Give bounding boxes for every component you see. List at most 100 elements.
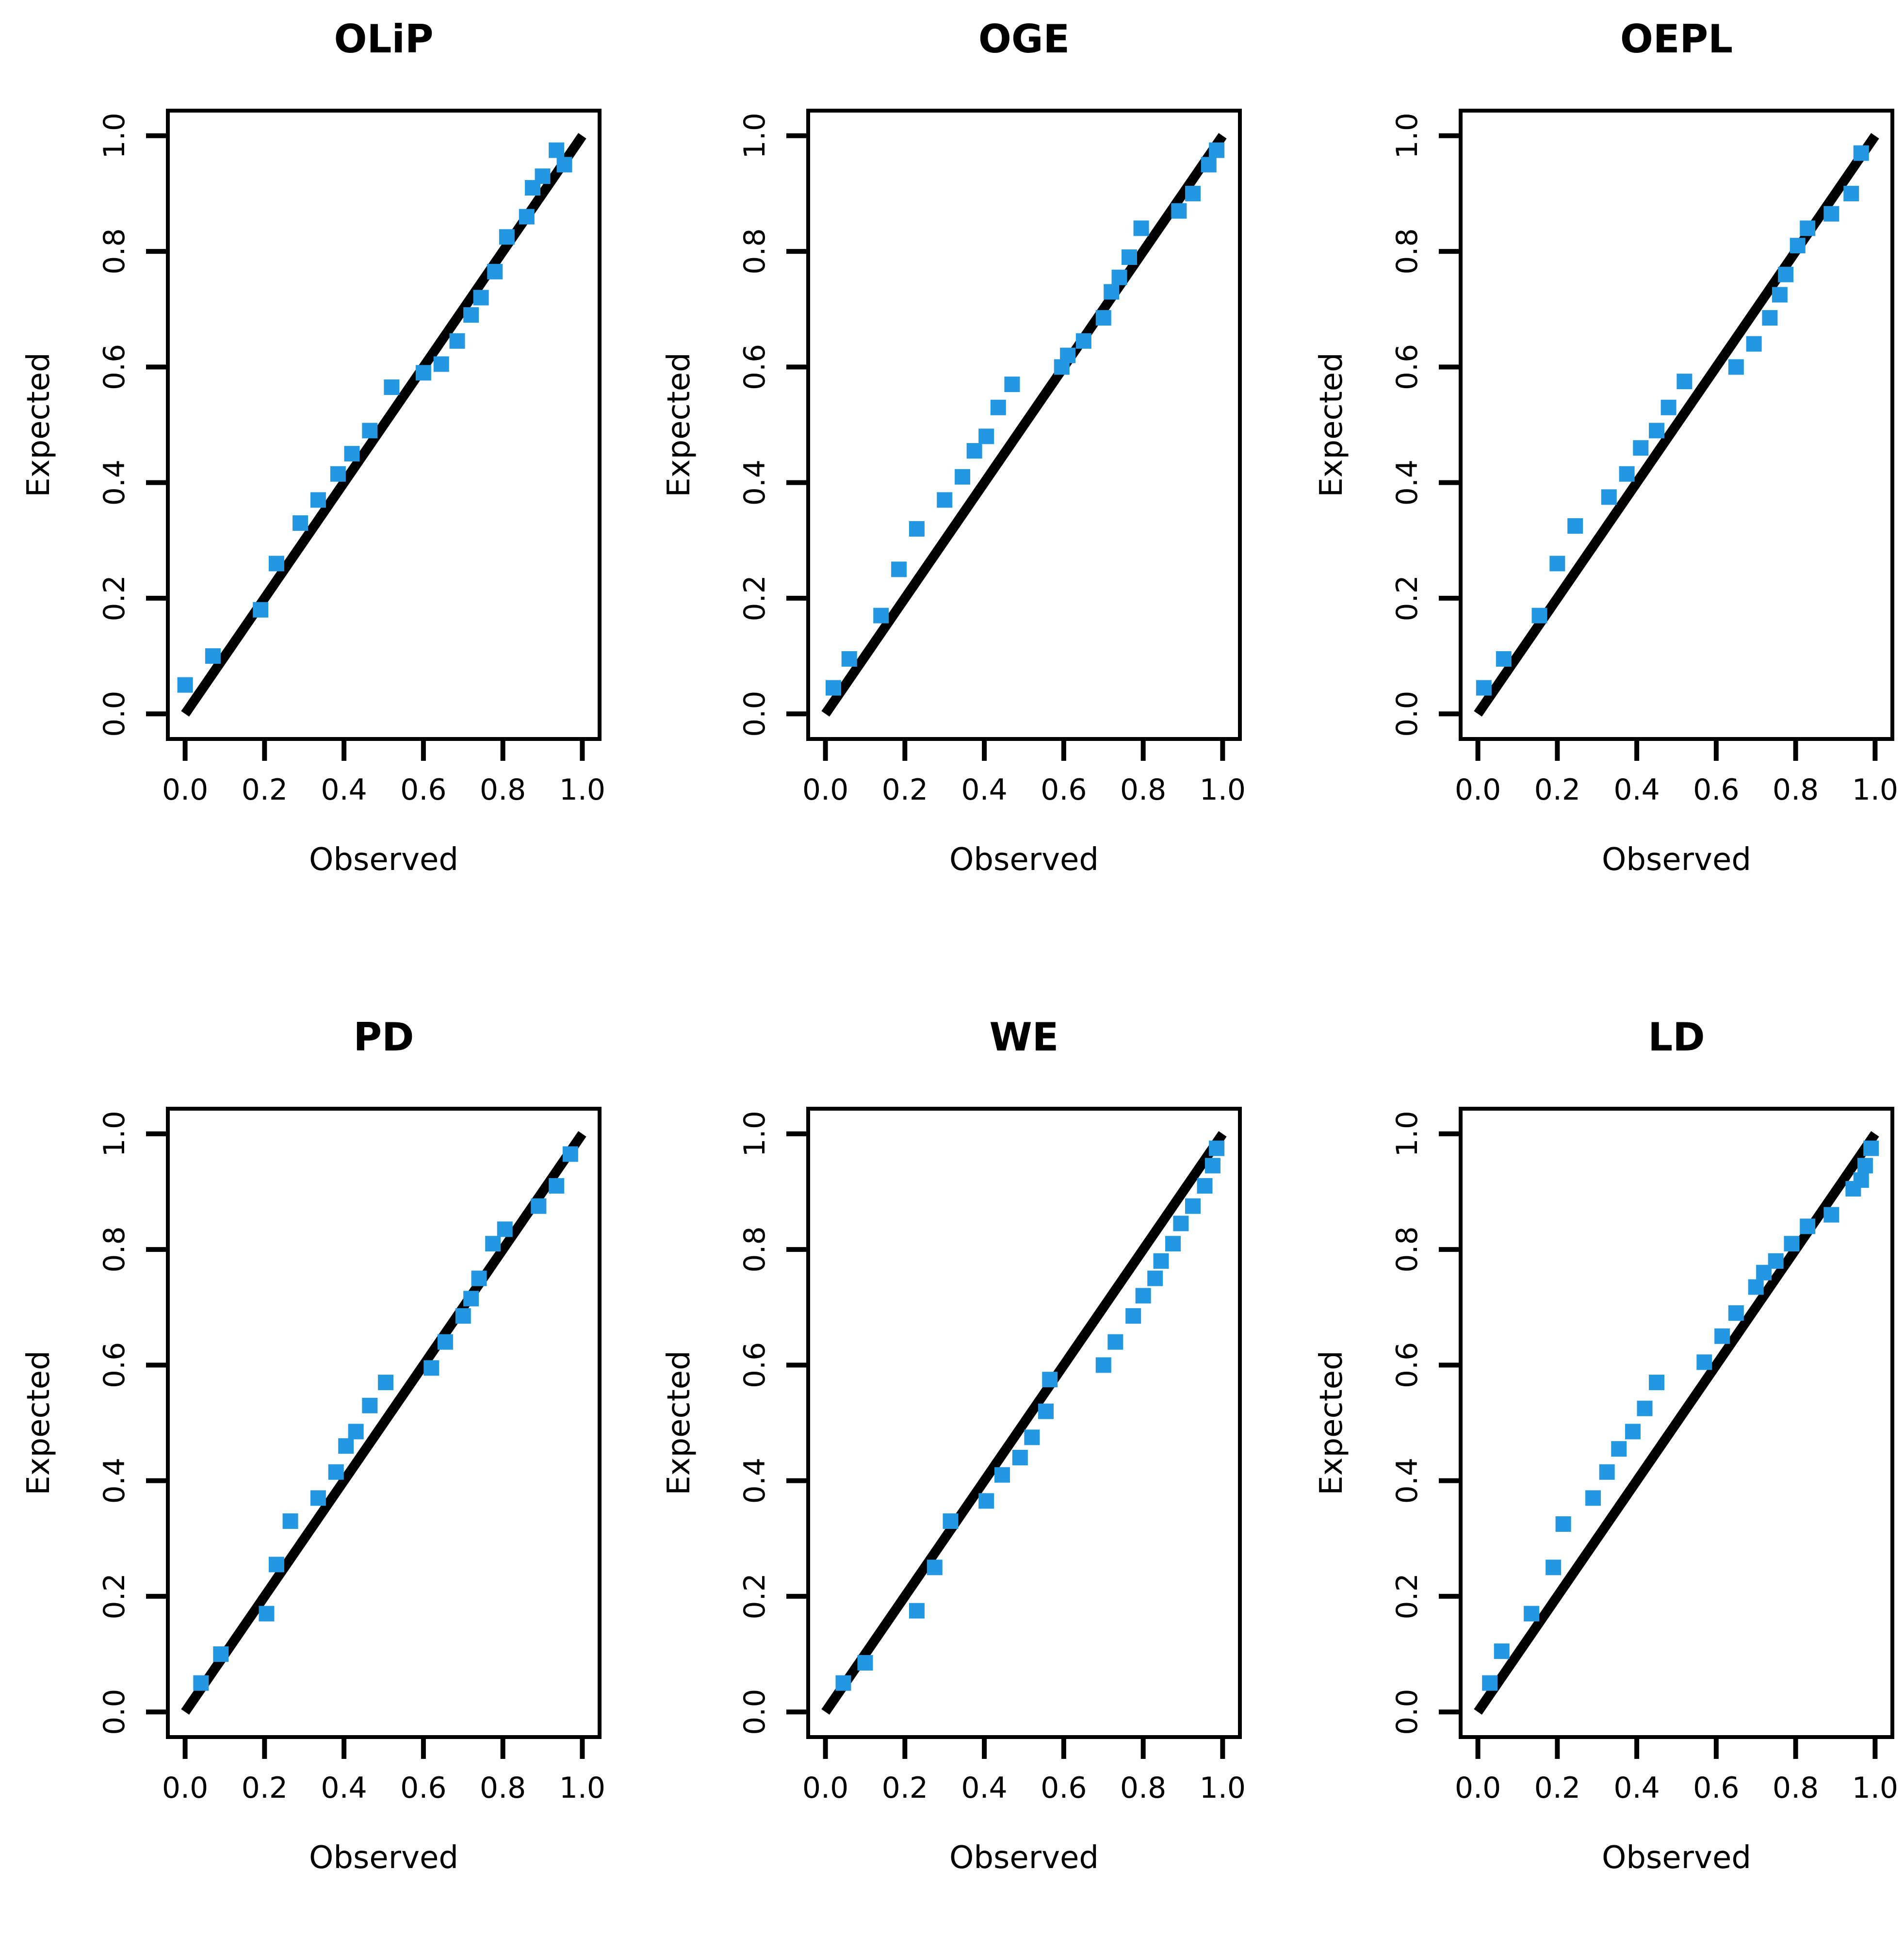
y-axis-label: Expected — [661, 352, 697, 497]
y-tick-label: 0.4 — [1390, 1458, 1424, 1504]
x-tick-label: 0.0 — [162, 773, 208, 807]
data-point — [1133, 220, 1149, 236]
data-point — [1004, 377, 1020, 393]
data-point — [909, 1603, 925, 1619]
y-tick-label: 0.4 — [98, 459, 131, 506]
data-point — [549, 142, 565, 158]
x-tick-label: 0.0 — [1455, 773, 1501, 807]
y-tick-label: 0.6 — [738, 344, 772, 390]
x-tick-label: 0.2 — [1534, 1771, 1580, 1805]
data-point — [1567, 518, 1583, 534]
data-point — [1843, 185, 1859, 201]
data-point — [330, 466, 346, 482]
data-point — [1555, 1516, 1571, 1532]
data-point — [562, 1146, 578, 1162]
data-point — [955, 469, 971, 485]
data-point — [994, 1467, 1010, 1483]
data-point — [1696, 1354, 1712, 1370]
data-point — [857, 1655, 873, 1671]
x-tick-label: 0.8 — [480, 773, 526, 807]
y-tick-label: 0.0 — [1390, 1689, 1424, 1735]
data-point — [177, 677, 193, 693]
data-point — [1853, 1172, 1869, 1188]
y-tick-label: 0.0 — [738, 1689, 772, 1735]
data-point — [1104, 284, 1120, 300]
x-axis-label: Observed — [949, 1840, 1099, 1876]
data-point — [943, 1513, 959, 1529]
data-point — [1778, 266, 1794, 282]
data-point — [423, 1360, 439, 1376]
data-point — [1728, 359, 1744, 375]
y-tick-label: 0.8 — [1390, 228, 1424, 274]
data-point — [978, 1493, 994, 1509]
y-tick-label: 0.2 — [738, 575, 772, 621]
data-point — [556, 157, 572, 173]
data-point — [1549, 556, 1565, 572]
y-tick-label: 0.6 — [1390, 1342, 1424, 1388]
plot-box — [806, 1107, 1242, 1739]
x-tick-label: 0.6 — [1041, 1771, 1087, 1805]
data-point — [825, 680, 841, 696]
data-point — [455, 1308, 471, 1324]
x-tick-label: 1.0 — [1200, 773, 1246, 807]
y-tick-label: 0.4 — [1390, 459, 1424, 506]
plot-box — [806, 109, 1242, 741]
data-point — [1714, 1328, 1730, 1344]
data-point — [1649, 1375, 1665, 1391]
x-tick-label: 0.6 — [400, 1771, 446, 1805]
data-point — [282, 1513, 298, 1529]
plot-title: LD — [1648, 1015, 1705, 1060]
data-point — [1800, 1218, 1816, 1234]
data-point — [1024, 1429, 1040, 1445]
x-axis-label: Observed — [1602, 1840, 1751, 1876]
data-point — [1748, 1279, 1764, 1295]
data-point — [1135, 1288, 1151, 1304]
data-point — [1209, 1140, 1225, 1156]
reference-line — [1474, 133, 1879, 717]
data-point — [310, 1490, 326, 1506]
data-point — [485, 1236, 501, 1252]
x-tick-label: 0.8 — [1773, 773, 1819, 807]
data-point — [1768, 1253, 1784, 1269]
x-tick-label: 0.8 — [480, 1771, 526, 1805]
data-point — [1153, 1253, 1169, 1269]
data-point — [1772, 287, 1788, 303]
x-tick-label: 0.0 — [162, 1771, 208, 1805]
x-tick-label: 0.2 — [242, 1771, 288, 1805]
data-point — [384, 379, 400, 395]
data-point — [1075, 333, 1091, 349]
y-tick-label: 0.6 — [738, 1342, 772, 1388]
data-point — [362, 423, 378, 439]
data-point — [415, 365, 431, 381]
y-tick-label: 0.8 — [1390, 1226, 1424, 1272]
data-point — [927, 1559, 943, 1575]
data-point — [1042, 1372, 1058, 1388]
data-point — [1204, 1158, 1221, 1174]
data-point — [1823, 206, 1839, 222]
data-point — [463, 307, 479, 323]
x-axis-label: Observed — [949, 842, 1099, 878]
data-point — [348, 1424, 364, 1440]
data-point — [487, 263, 503, 279]
y-tick-label: 1.0 — [1390, 113, 1424, 159]
plot-box — [166, 1107, 602, 1739]
y-tick-label: 0.2 — [738, 1573, 772, 1619]
data-point — [1060, 347, 1076, 363]
y-tick-label: 0.6 — [98, 344, 131, 390]
data-point — [535, 168, 551, 184]
data-point — [499, 229, 515, 245]
y-tick-label: 1.0 — [98, 113, 131, 159]
y-tick-label: 0.4 — [738, 1458, 772, 1504]
data-point — [362, 1397, 378, 1413]
data-point — [1619, 466, 1635, 482]
y-tick-label: 0.2 — [98, 1573, 131, 1619]
data-point — [1125, 1308, 1141, 1324]
data-point — [378, 1375, 394, 1391]
data-point — [1637, 1400, 1653, 1416]
x-tick-label: 0.6 — [1041, 773, 1087, 807]
data-point — [1531, 607, 1547, 623]
data-point — [1012, 1449, 1028, 1465]
data-point — [253, 602, 269, 618]
reference-line — [181, 133, 586, 717]
data-point — [310, 492, 326, 508]
